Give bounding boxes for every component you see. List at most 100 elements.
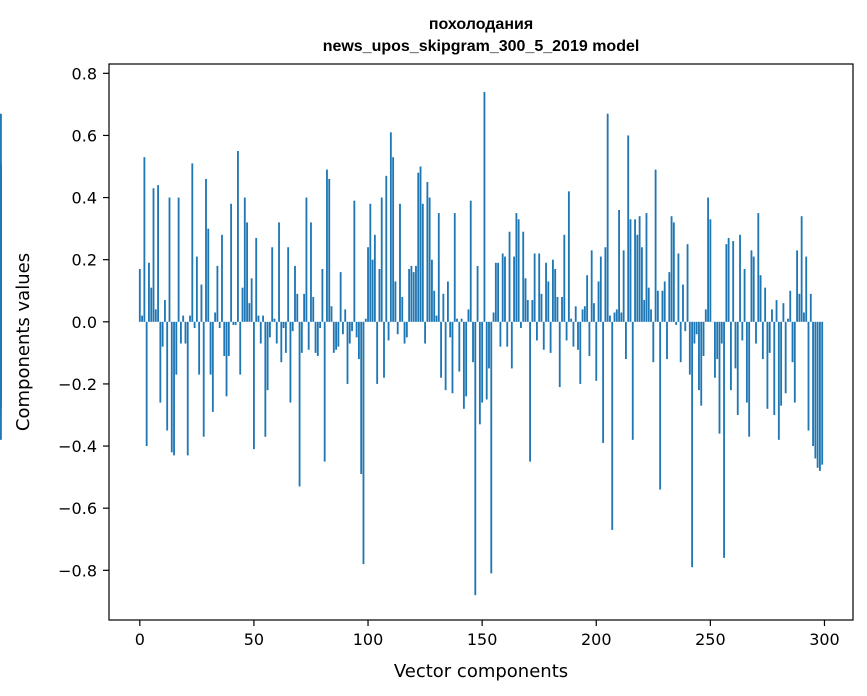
bar-116 — [403, 321, 406, 344]
bar-216 — [631, 321, 634, 440]
bar-73 — [305, 197, 308, 322]
bar-244 — [695, 321, 698, 335]
bar-169 — [524, 278, 527, 322]
bar-109 — [387, 321, 390, 341]
bar-230 — [663, 281, 666, 322]
bar-132 — [440, 321, 442, 378]
bar-24 — [193, 321, 196, 329]
bar-293 — [807, 321, 810, 431]
bar-103 — [373, 234, 376, 322]
bar-153 — [488, 321, 490, 369]
bar-162 — [508, 231, 511, 322]
bar-89 — [342, 321, 344, 335]
bar-234 — [672, 222, 675, 322]
bar-176 — [540, 293, 543, 322]
bar-10 — [161, 321, 164, 347]
bar-187 — [565, 321, 568, 341]
bar-74 — [307, 321, 310, 350]
bar-217 — [634, 219, 636, 322]
bar-133 — [442, 293, 445, 322]
bar-184 — [558, 321, 561, 388]
bar-53 — [259, 321, 262, 344]
bar-257 — [725, 244, 728, 322]
bar-199 — [593, 303, 595, 322]
bar-118 — [408, 269, 411, 322]
bar-149 — [478, 321, 481, 425]
bar-167 — [520, 321, 522, 329]
bar-287 — [793, 321, 796, 403]
bar-139 — [456, 318, 458, 322]
bar-2 — [143, 157, 146, 322]
bar-14 — [170, 321, 173, 453]
chart-title: похолодания — [429, 16, 533, 33]
x-tick-label: 0 — [135, 630, 145, 649]
bar-27 — [200, 284, 203, 322]
bar-19 — [182, 315, 185, 322]
bar-126 — [426, 182, 429, 322]
bar-196 — [586, 275, 589, 322]
bar-108 — [385, 175, 388, 322]
bar-212 — [622, 250, 625, 322]
bar-142 — [462, 321, 465, 409]
bar-193 — [579, 321, 582, 384]
bar-269 — [752, 256, 755, 322]
bar-70 — [298, 321, 301, 487]
bar-120 — [412, 272, 415, 322]
bar-215 — [629, 219, 632, 322]
bar-138 — [453, 213, 456, 322]
bar-32 — [211, 321, 214, 412]
x-tick-label: 150 — [467, 630, 498, 649]
bar-52 — [257, 315, 260, 322]
bar-206 — [609, 315, 611, 322]
bar-284 — [787, 318, 789, 322]
bar-155 — [492, 312, 495, 322]
y-tick-label: 0.8 — [72, 64, 97, 83]
bar-236 — [677, 253, 680, 322]
bar-221 — [643, 300, 646, 322]
x-axis-label: Vector components — [394, 661, 568, 682]
bar-77 — [314, 321, 317, 353]
bar-258 — [727, 237, 730, 322]
bar-189 — [570, 318, 573, 322]
bar-112 — [394, 281, 397, 322]
bar-43 — [237, 150, 239, 322]
bar-17 — [177, 197, 180, 322]
bar-204 — [604, 247, 607, 322]
bar-11 — [164, 300, 166, 322]
bar-181 — [551, 259, 554, 322]
bar-115 — [401, 296, 404, 322]
bar-82 — [326, 169, 328, 322]
bar-1 — [141, 315, 144, 322]
bar-185 — [561, 296, 563, 322]
bar-214 — [627, 135, 630, 322]
bar-277 — [771, 309, 773, 322]
bar-203 — [602, 321, 605, 443]
bar-232 — [668, 272, 671, 322]
y-axis: −0.8 −0.6 −0.4 −0.2 0.0 0.2 0.4 0.6 0.8 — [58, 64, 109, 580]
bar-20 — [184, 321, 187, 344]
bar-90 — [344, 309, 347, 322]
bar-246 — [700, 321, 703, 406]
bar-264 — [741, 321, 744, 341]
bar-266 — [745, 321, 748, 403]
bar-0 — [138, 269, 141, 322]
bar-238 — [682, 284, 684, 322]
bar-42 — [234, 321, 237, 325]
bar-190 — [572, 321, 575, 347]
bar-252 — [714, 321, 716, 378]
bar-235 — [675, 321, 678, 325]
bar-99 — [364, 318, 367, 322]
bar-177 — [542, 321, 545, 350]
bar-192 — [577, 321, 579, 350]
y-axis-label: Components values — [13, 253, 34, 431]
bar-110 — [389, 132, 392, 322]
bar-201 — [597, 281, 600, 322]
bar-series — [0, 91, 824, 596]
bar-18 — [179, 321, 182, 344]
bar-92 — [348, 321, 351, 344]
bar-12 — [166, 321, 169, 431]
bar-91 — [346, 321, 349, 384]
bar-127 — [428, 197, 431, 322]
bar-245 — [698, 321, 700, 391]
